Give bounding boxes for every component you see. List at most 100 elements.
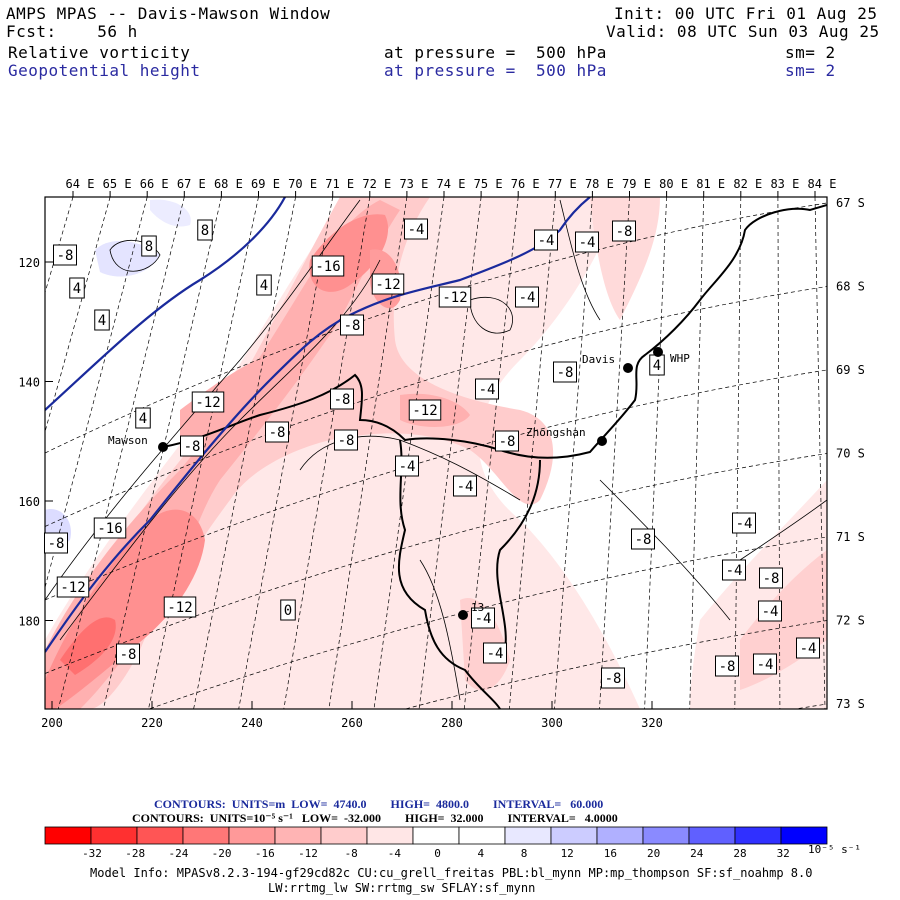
contour-label: -8 xyxy=(495,430,519,452)
contour-label-text: -4 xyxy=(519,290,536,306)
meridian-line xyxy=(777,197,781,709)
contour-label-text: -12 xyxy=(375,277,400,293)
meridian-line xyxy=(103,197,222,709)
parallel-line xyxy=(45,202,827,454)
right-lat-label: 73 S xyxy=(836,697,865,711)
right-lat-label: 68 S xyxy=(836,280,865,294)
contour-label: 4 xyxy=(94,309,110,331)
top-lon-label: 76 E xyxy=(511,177,540,191)
contour-label-box xyxy=(280,599,296,621)
legend-swatch xyxy=(274,826,322,845)
contour-label-text: 0 xyxy=(284,603,292,619)
contour-label: 4 xyxy=(69,277,85,299)
field1-name: Relative vorticity xyxy=(8,43,191,62)
contour-label: -12 xyxy=(56,576,90,598)
station-name: WHP xyxy=(670,352,690,365)
meridian-line xyxy=(814,197,826,709)
contour-label-box xyxy=(395,455,419,477)
top-lon-label: 64 E xyxy=(66,177,95,191)
contour-label-text: 4 xyxy=(73,281,81,297)
contour-label-box xyxy=(715,655,739,677)
contour-label-text: -4 xyxy=(457,479,474,495)
field1-smoothing: sm= 2 xyxy=(785,43,836,62)
contour-label-box xyxy=(483,642,507,664)
parallel-line xyxy=(148,536,827,709)
meridian-line xyxy=(57,197,185,709)
top-lon-label: 77 E xyxy=(548,177,577,191)
contour-label: -16 xyxy=(93,517,127,539)
color-legend-unit: 10⁻⁵ s⁻¹ xyxy=(808,843,861,856)
station-name: Mawson xyxy=(108,434,148,447)
contour-label-box xyxy=(197,219,213,241)
contour-label-box xyxy=(759,567,783,589)
contour-label-box xyxy=(371,273,405,295)
station-marker: Zhongshan xyxy=(526,426,607,446)
contour-label-box xyxy=(796,637,820,659)
contour-label: -12 xyxy=(408,399,442,421)
top-lon-label: 73 E xyxy=(399,177,428,191)
contour-label: -8 xyxy=(44,532,68,554)
contour-label-box xyxy=(191,391,225,413)
left-grid-label: 120 xyxy=(18,256,40,270)
contour-label-text: -16 xyxy=(315,259,340,275)
station-marker: 13 xyxy=(458,601,484,620)
contour-label-text: -4 xyxy=(487,646,504,662)
contour-label-box xyxy=(732,512,756,534)
top-lon-label: 84 E xyxy=(808,177,837,191)
meridian-line xyxy=(193,197,296,709)
contour-label-box xyxy=(135,407,151,429)
top-lon-label: 81 E xyxy=(696,177,725,191)
contour-label-text: -4 xyxy=(726,563,743,579)
bottom-grid-label: 220 xyxy=(141,716,163,730)
legend-swatch xyxy=(320,826,368,845)
top-lon-label: 74 E xyxy=(437,177,466,191)
contour-label-text: 4 xyxy=(260,278,268,294)
contour-label: -8 xyxy=(601,667,625,689)
legend-tick-label: -32 xyxy=(82,847,102,860)
contour-label: -16 xyxy=(311,255,345,277)
legend-swatch xyxy=(596,826,644,845)
contour-label: -8 xyxy=(265,421,289,443)
legend-tick-label: -20 xyxy=(212,847,232,860)
contour-label-text: -8 xyxy=(184,439,201,455)
legend-swatch xyxy=(228,826,276,845)
legend-tick-label: 12 xyxy=(561,847,574,860)
contour-label-box xyxy=(94,309,110,331)
contour-label-text: -4 xyxy=(399,459,416,475)
contour-label: 8 xyxy=(197,219,213,241)
bottom-grid-label: 320 xyxy=(641,716,663,730)
graticule xyxy=(45,197,827,709)
meridian-line xyxy=(554,197,593,709)
contour-label: 4 xyxy=(135,407,151,429)
station-dot xyxy=(623,363,633,373)
meridian-line xyxy=(644,197,667,709)
top-lon-label: 70 E xyxy=(288,177,317,191)
top-lon-label: 82 E xyxy=(733,177,762,191)
contour-label-text: -8 xyxy=(120,647,137,663)
contour-label-text: -8 xyxy=(719,659,736,675)
legend-swatch xyxy=(366,826,414,845)
legend-swatch xyxy=(182,826,230,845)
contour-label-box xyxy=(330,388,354,410)
legend-tick-label: 24 xyxy=(690,847,704,860)
legend-tick-label: -4 xyxy=(388,847,402,860)
top-lon-label: 79 E xyxy=(622,177,651,191)
contour-label-text: -8 xyxy=(763,571,780,587)
contour-label-text: -4 xyxy=(762,604,779,620)
legend-tick-label: -8 xyxy=(345,847,358,860)
parallel-line xyxy=(45,369,827,601)
forecast-hour: Fcst: 56 h xyxy=(6,22,138,41)
right-lat-label: 67 S xyxy=(836,196,865,210)
legend-tick-label: 16 xyxy=(604,847,617,860)
contour-label: -8 xyxy=(53,244,77,266)
top-lon-label: 66 E xyxy=(140,177,169,191)
contour-label-box xyxy=(612,220,636,242)
station-dot xyxy=(458,610,468,620)
top-lon-label: 80 E xyxy=(659,177,688,191)
left-grid-label: 180 xyxy=(18,615,40,629)
meridian-line xyxy=(689,197,705,709)
contour-label-box xyxy=(408,399,442,421)
contour-label-text: 4 xyxy=(98,313,106,329)
parallel-line xyxy=(403,620,827,709)
legend-swatch xyxy=(734,826,782,845)
